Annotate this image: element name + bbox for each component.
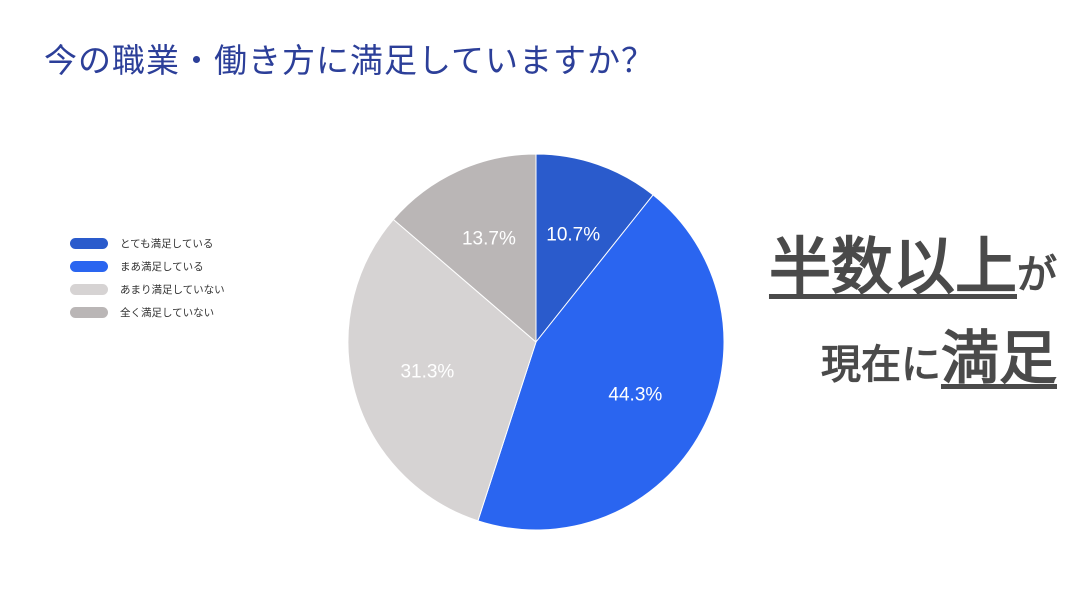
pie-slice bbox=[477, 194, 725, 531]
legend-item: まあ満足している bbox=[70, 255, 225, 278]
headline-plain: 現在に bbox=[820, 342, 941, 388]
pie-slice bbox=[347, 218, 537, 522]
slice-label: 13.7% bbox=[462, 229, 516, 250]
legend-label: まあ満足している bbox=[120, 261, 204, 273]
legend-label: あまり満足していない bbox=[120, 284, 225, 296]
chart-legend: とても満足している まあ満足している あまり満足していない 全く満足していない bbox=[70, 232, 225, 324]
legend-swatch-3 bbox=[70, 307, 108, 318]
slice-label: 44.3% bbox=[608, 384, 662, 405]
legend-swatch-0 bbox=[70, 238, 108, 249]
legend-item: あまり満足していない bbox=[70, 278, 225, 301]
legend-label: 全く満足していない bbox=[120, 307, 215, 319]
legend-item: 全く満足していない bbox=[70, 301, 225, 324]
slice-label: 10.7% bbox=[546, 225, 600, 246]
legend-item: とても満足している bbox=[70, 232, 225, 255]
legend-label: とても満足している bbox=[120, 238, 214, 250]
headline-particle: が bbox=[1017, 252, 1057, 298]
headline-emphasis-majority: 半数以上 bbox=[768, 230, 1017, 303]
legend-swatch-2 bbox=[70, 284, 108, 295]
pie-slice bbox=[535, 153, 654, 344]
headline-emphasis-satisfied: 満足 bbox=[940, 324, 1057, 392]
headline: 半数以上が 現在に満足 bbox=[769, 232, 1057, 409]
legend-swatch-1 bbox=[70, 261, 108, 272]
slice-label: 31.3% bbox=[400, 361, 454, 382]
page-title: 今の職業・働き方に満足していますか？ bbox=[44, 41, 656, 80]
pie-slice bbox=[392, 153, 537, 344]
